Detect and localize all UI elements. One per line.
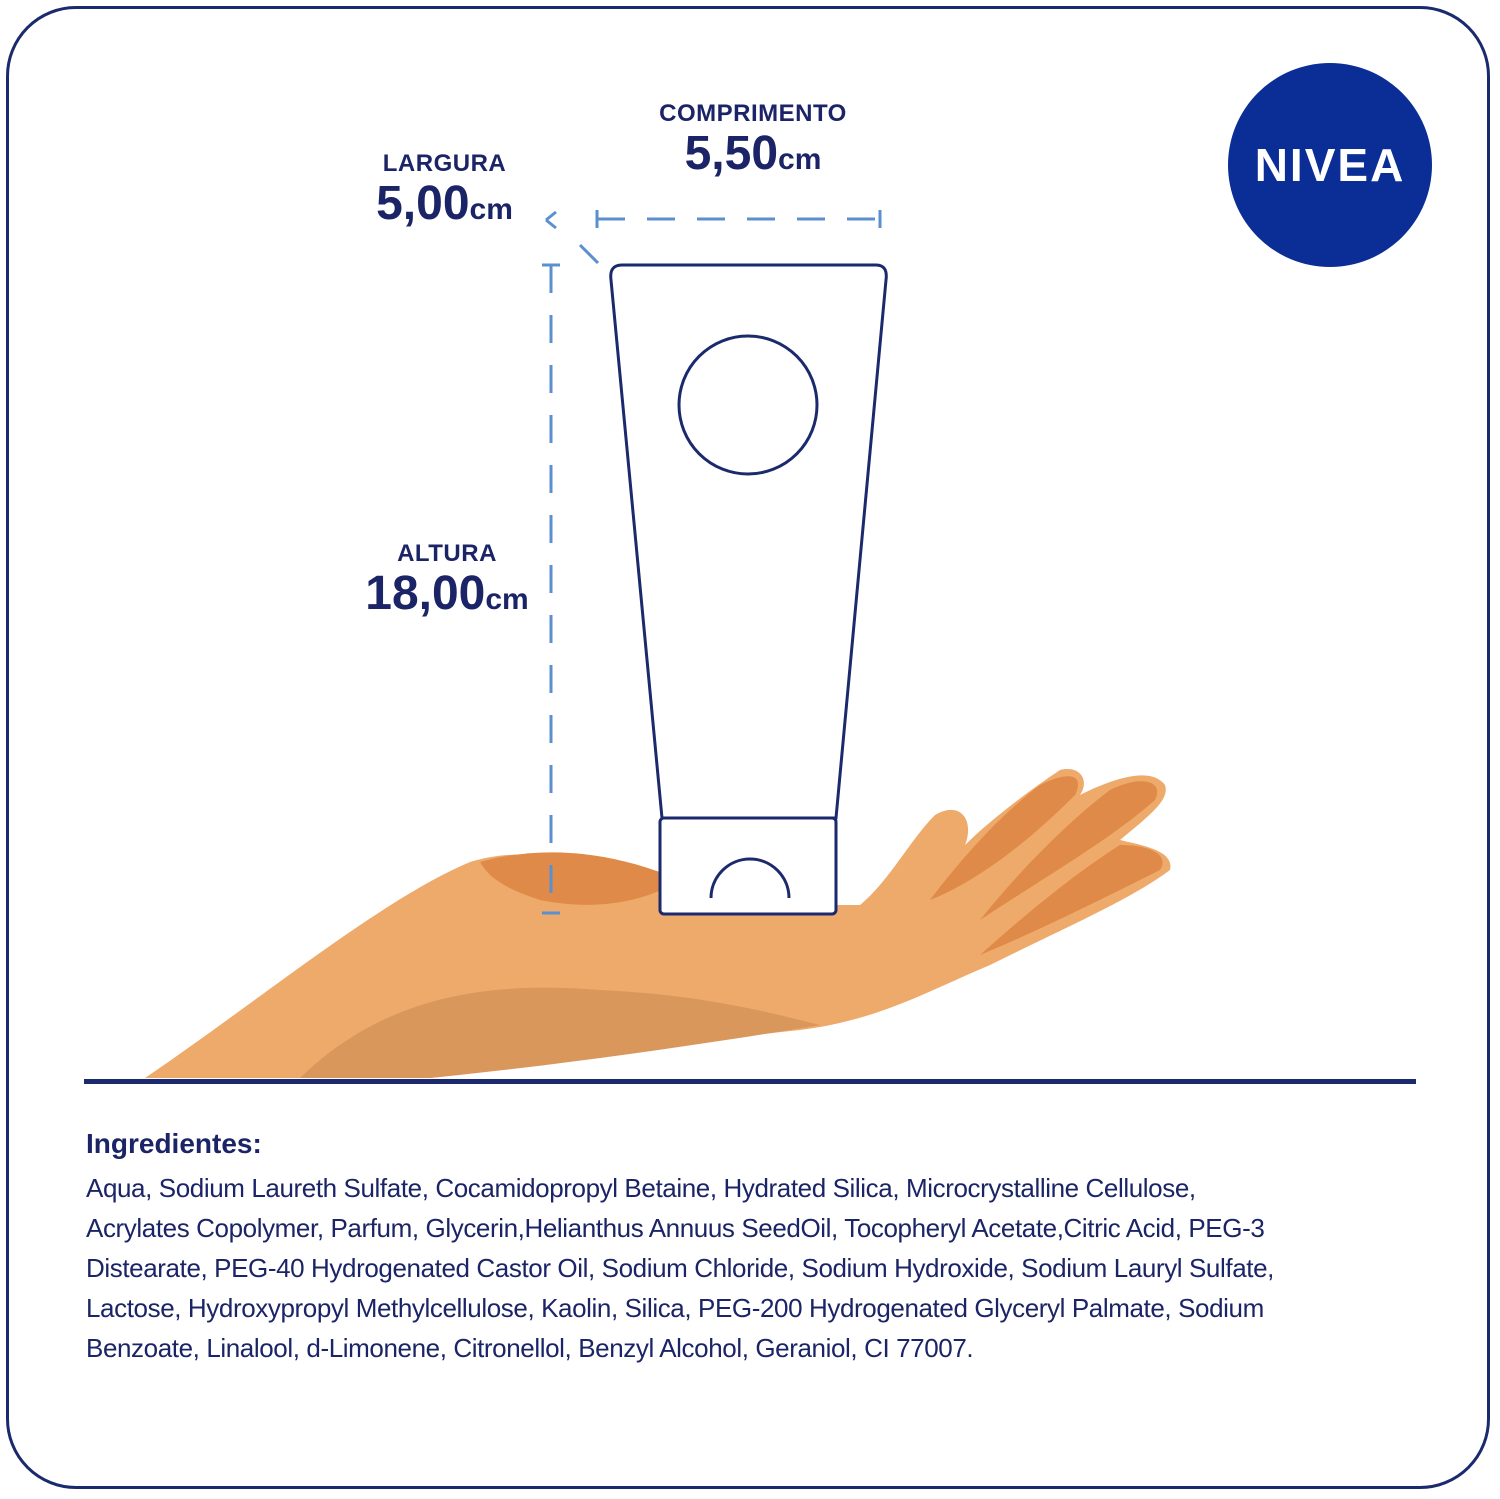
dimension-lines [542, 210, 882, 915]
ingredients-line: Acrylates Copolymer, Parfum, Glycerin,He… [86, 1213, 1265, 1243]
height-dimension: ALTURA 18,00cm [352, 540, 542, 626]
ingredients-line: Distearate, PEG-40 Hydrogenated Castor O… [86, 1253, 1274, 1283]
finger-shadow-3 [980, 845, 1163, 955]
ingredients-line: Benzoate, Linalool, d-Limonene, Citronel… [86, 1333, 974, 1363]
tube-illustration [609, 263, 888, 916]
width-value: 5,00 [376, 177, 470, 230]
card-border [6, 6, 1490, 1489]
height-label: ALTURA [397, 540, 497, 567]
ingredients-line: Lactose, Hydroxypropyl Methylcellulose, … [86, 1293, 1264, 1323]
ingredients-title: Ingredientes: [86, 1128, 262, 1159]
divider [84, 1079, 1416, 1084]
width-unit: cm [469, 193, 513, 226]
finger-shadow-1 [930, 776, 1079, 900]
cap-arch [709, 857, 791, 899]
length-dimension: COMPRIMENTO 5,50cm [650, 100, 856, 186]
nivea-logo: NIVEA [1228, 63, 1432, 267]
ingredients-line: Aqua, Sodium Laureth Sulfate, Cocamidopr… [86, 1173, 1196, 1203]
width-label: LARGURA [382, 150, 507, 177]
length-label: COMPRIMENTO [659, 100, 847, 127]
width-diagonal-line [545, 210, 600, 265]
hand-back [145, 769, 1171, 1078]
tube-label-circle [677, 334, 819, 476]
wrist-shadow [300, 987, 820, 1078]
length-unit: cm [778, 143, 822, 176]
finger-shadow-2 [980, 781, 1158, 920]
height-unit: cm [485, 583, 529, 616]
width-dimension: LARGURA 5,00cm [362, 150, 527, 236]
length-value: 5,50 [684, 127, 779, 180]
palm-shadow [480, 852, 680, 905]
hand-illustration [145, 769, 1171, 1078]
ingredients-list: Aqua, Sodium Laureth Sulfate, Cocamidopr… [86, 1168, 1274, 1368]
height-value: 18,00 [365, 567, 486, 620]
